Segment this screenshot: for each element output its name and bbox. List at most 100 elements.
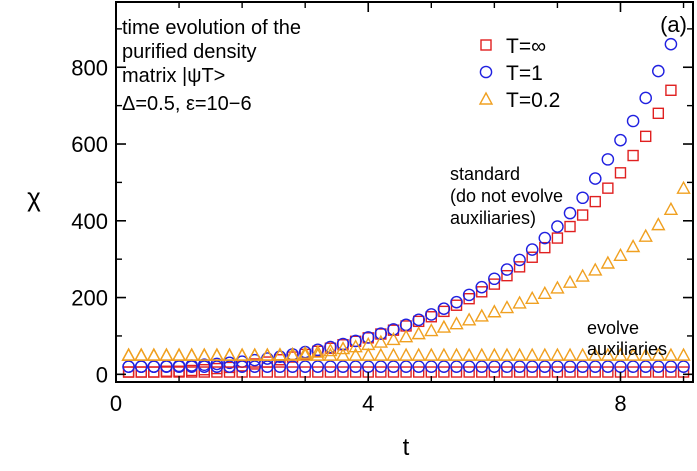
data-point: [247, 347, 262, 361]
data-point: [562, 274, 578, 288]
info-line-4: Δ=0.5, ε=10−6: [122, 93, 252, 115]
data-point: [538, 231, 552, 245]
data-point: [148, 366, 160, 378]
data-point: [537, 347, 552, 361]
data-point: [488, 360, 501, 373]
data-point: [563, 360, 577, 373]
y-tick-label: 0: [96, 362, 108, 387]
legend-marker: [479, 65, 493, 79]
data-point: [146, 347, 162, 361]
data-point: [639, 91, 653, 105]
data-point: [526, 366, 538, 378]
data-point: [159, 347, 174, 361]
data-point: [487, 304, 502, 318]
series-evolve-square: [122, 366, 690, 378]
data-point: [475, 280, 489, 294]
data-point: [525, 243, 539, 256]
data-point: [273, 350, 287, 363]
data-point: [234, 347, 250, 361]
data-point: [575, 347, 590, 361]
data-point: [563, 206, 577, 220]
data-point: [614, 167, 627, 179]
data-point: [400, 366, 412, 378]
data-point: [588, 347, 603, 361]
data-point: [248, 360, 262, 373]
data-point: [387, 323, 400, 336]
data-point: [399, 360, 413, 373]
data-point: [171, 347, 187, 361]
data-point: [640, 366, 652, 378]
data-point: [513, 360, 526, 373]
data-point: [261, 366, 274, 378]
data-point: [134, 347, 149, 361]
data-point: [312, 366, 324, 378]
y-tick-label: 200: [71, 286, 108, 311]
data-point: [550, 280, 565, 294]
data-point: [499, 300, 515, 314]
data-point: [501, 366, 513, 378]
data-point: [425, 360, 438, 373]
data-point: [449, 347, 464, 361]
data-point: [677, 360, 690, 373]
data-point: [298, 347, 313, 361]
data-point: [513, 253, 526, 267]
info-line-2: purified density: [122, 41, 257, 63]
data-point: [436, 347, 452, 361]
data-point: [665, 84, 677, 96]
data-point: [626, 114, 640, 128]
data-point: [539, 366, 551, 378]
data-point: [375, 366, 387, 378]
x-tick-label: 8: [614, 391, 626, 416]
standard-label-line-3: auxiliaries): [450, 208, 536, 228]
data-point: [335, 341, 351, 355]
data-point: [638, 347, 653, 361]
data-point: [625, 239, 641, 253]
data-point: [184, 347, 199, 361]
data-point: [665, 366, 677, 378]
data-point: [463, 366, 475, 378]
data-point: [664, 360, 678, 373]
data-point: [349, 360, 362, 373]
data-point: [525, 347, 540, 361]
data-point: [184, 347, 199, 361]
y-tick-label: 600: [71, 132, 108, 157]
y-tick-label: 400: [71, 209, 108, 234]
data-point: [298, 345, 313, 359]
series-evolve-circle: [122, 360, 690, 373]
data-point: [676, 180, 691, 194]
legend-marker: [478, 91, 494, 105]
data-point: [625, 347, 641, 361]
data-point: [171, 347, 187, 361]
data-point: [627, 366, 639, 378]
data-point: [538, 360, 552, 373]
data-point: [223, 366, 236, 378]
data-point: [274, 366, 286, 378]
data-point: [476, 366, 488, 378]
data-point: [235, 360, 249, 373]
data-point: [437, 360, 451, 373]
data-point: [600, 347, 616, 361]
data-point: [209, 347, 225, 361]
data-point: [575, 268, 590, 282]
info-line-1: time evolution of the: [122, 17, 301, 39]
data-point: [600, 255, 616, 269]
data-point: [501, 269, 513, 282]
data-point: [512, 295, 527, 309]
data-point: [462, 360, 476, 373]
y-tick-label: 800: [71, 55, 108, 80]
data-point: [387, 360, 400, 373]
x-tick-label: 4: [362, 391, 374, 416]
data-point: [576, 366, 589, 378]
data-point: [311, 343, 325, 357]
series-evolve-triangle: [121, 347, 691, 361]
legend-label: T=∞: [506, 35, 546, 58]
standard-label-line-2: (do not evolve: [450, 186, 563, 206]
data-point: [121, 347, 136, 361]
data-point: [134, 360, 148, 373]
legend-marker: [480, 39, 492, 51]
data-point: [261, 360, 274, 373]
data-point: [349, 366, 362, 378]
data-point: [461, 312, 477, 326]
data-point: [324, 360, 337, 373]
